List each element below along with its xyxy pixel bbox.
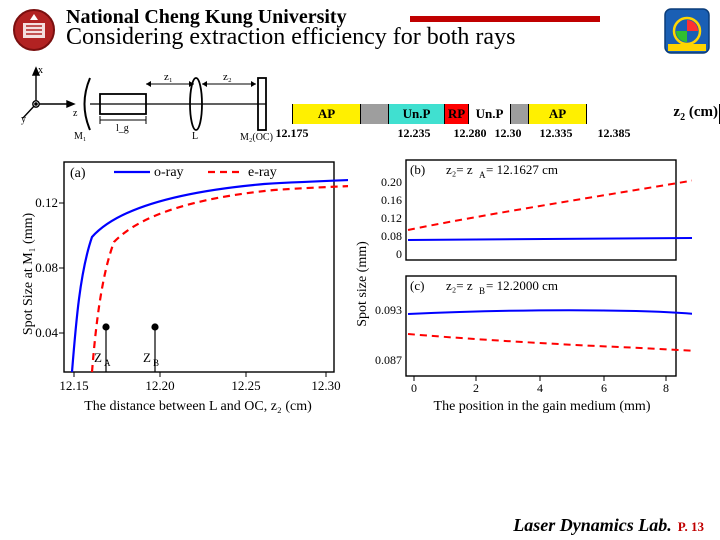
bar-segment: AP	[529, 104, 587, 124]
svg-text:12.30: 12.30	[311, 378, 340, 393]
svg-text:M₁: M₁	[74, 131, 86, 142]
svg-text:0.12: 0.12	[35, 195, 58, 210]
svg-text:(b): (b)	[410, 162, 425, 177]
svg-text:z₂: z₂	[223, 71, 232, 83]
svg-text:L: L	[192, 131, 198, 142]
z2-axis-label: z2 (cm)	[673, 104, 718, 123]
bar-segment: Un.P	[389, 104, 445, 124]
page-number: P. 13	[678, 519, 704, 535]
svg-text:8: 8	[663, 381, 669, 395]
bar-segment: AP	[293, 104, 361, 124]
header: National Cheng Kung University Consideri…	[0, 0, 720, 54]
svg-text:Spot Size at M₁ (mm): Spot Size at M₁ (mm)	[21, 213, 36, 336]
svg-text:12.20: 12.20	[145, 378, 174, 393]
accent-bar	[410, 16, 600, 22]
svg-text:e-ray: e-ray	[248, 165, 277, 180]
lab-name: Laser Dynamics Lab.	[513, 515, 671, 536]
svg-text:0.16: 0.16	[381, 193, 402, 207]
svg-text:= 12.1627 cm: = 12.1627 cm	[486, 162, 558, 177]
svg-text:0.04: 0.04	[35, 325, 58, 340]
footer: Laser Dynamics Lab. P. 13	[0, 515, 720, 536]
svg-text:z₂= z: z₂= z	[446, 278, 473, 293]
charts-row: 12.15 12.20 12.25 12.30 0.04 0.08 0.12	[0, 142, 720, 414]
svg-text:Z: Z	[94, 350, 102, 365]
svg-text:B: B	[153, 358, 159, 368]
bar-tick-label: 12.280	[454, 126, 487, 141]
svg-text:Spot size (mm): Spot size (mm)	[355, 241, 370, 327]
svg-text:0.08: 0.08	[381, 229, 402, 243]
svg-text:z₂= z: z₂= z	[446, 162, 473, 177]
svg-text:Z: Z	[143, 350, 151, 365]
bar-tick-label: 12.235	[398, 126, 431, 141]
svg-text:= 12.2000 cm: = 12.2000 cm	[486, 278, 558, 293]
bar-tick-label: 12.385	[598, 126, 631, 141]
svg-text:x: x	[38, 65, 43, 76]
svg-text:z: z	[73, 108, 78, 119]
bar-segment: Un.P	[469, 104, 511, 124]
range-bar: z2 (cm) APUn.PRPUn.PAP 12.17512.23512.28…	[292, 104, 720, 142]
svg-text:y: y	[21, 114, 26, 125]
svg-text:B: B	[479, 286, 485, 296]
svg-text:12.25: 12.25	[231, 378, 260, 393]
bar-tick-label: 12.30	[495, 126, 522, 141]
svg-text:o-ray: o-ray	[154, 165, 184, 180]
dept-logo	[662, 6, 712, 56]
optical-schematic: x y z M₁ l_g z₁ L z₂ M₂(OC)	[18, 64, 288, 142]
slide-title: Considering extraction efficiency for bo…	[66, 24, 515, 51]
svg-text:2: 2	[473, 381, 479, 395]
svg-text:4: 4	[537, 381, 543, 395]
svg-text:0.087: 0.087	[375, 353, 402, 367]
optical-plus-bar-row: x y z M₁ l_g z₁ L z₂ M₂(OC) z2 (cm) AP Un…	[0, 54, 720, 142]
svg-text:A: A	[479, 170, 486, 180]
svg-text:0: 0	[396, 247, 402, 261]
ncku-logo	[10, 6, 58, 54]
svg-text:The distance between L and OC,: The distance between L and OC, z₂ (cm)	[84, 399, 312, 414]
svg-text:M₂(OC): M₂(OC)	[240, 132, 273, 142]
svg-text:12.15: 12.15	[59, 378, 88, 393]
bar-segment	[361, 104, 389, 124]
svg-text:The position in the gain mediu: The position in the gain medium (mm)	[434, 399, 651, 414]
svg-text:l_g: l_g	[116, 123, 129, 134]
svg-text:A: A	[104, 358, 111, 368]
svg-text:0.12: 0.12	[381, 211, 402, 225]
svg-text:(a): (a)	[70, 166, 86, 181]
bar-segment: RP	[445, 104, 469, 124]
chart-a: 12.15 12.20 12.25 12.30 0.04 0.08 0.12	[18, 154, 348, 414]
svg-text:0.093: 0.093	[375, 303, 402, 317]
bar-tick-label: 12.175	[276, 126, 309, 141]
bar-tick-label: 12.335	[540, 126, 573, 141]
svg-text:0.20: 0.20	[381, 175, 402, 189]
svg-text:0.08: 0.08	[35, 260, 58, 275]
svg-text:(c): (c)	[410, 278, 424, 293]
charts-bc: Spot size (mm) (b) z₂= z A = 12.1627 cm 0…	[352, 154, 692, 414]
svg-text:z₁: z₁	[164, 71, 173, 83]
svg-text:6: 6	[601, 381, 607, 395]
svg-text:0: 0	[411, 381, 417, 395]
bar-segment	[511, 104, 529, 124]
